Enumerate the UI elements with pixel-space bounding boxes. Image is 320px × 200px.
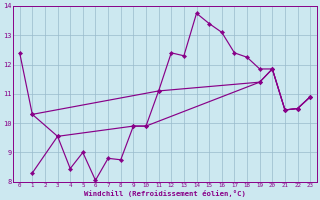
X-axis label: Windchill (Refroidissement éolien,°C): Windchill (Refroidissement éolien,°C) xyxy=(84,190,246,197)
